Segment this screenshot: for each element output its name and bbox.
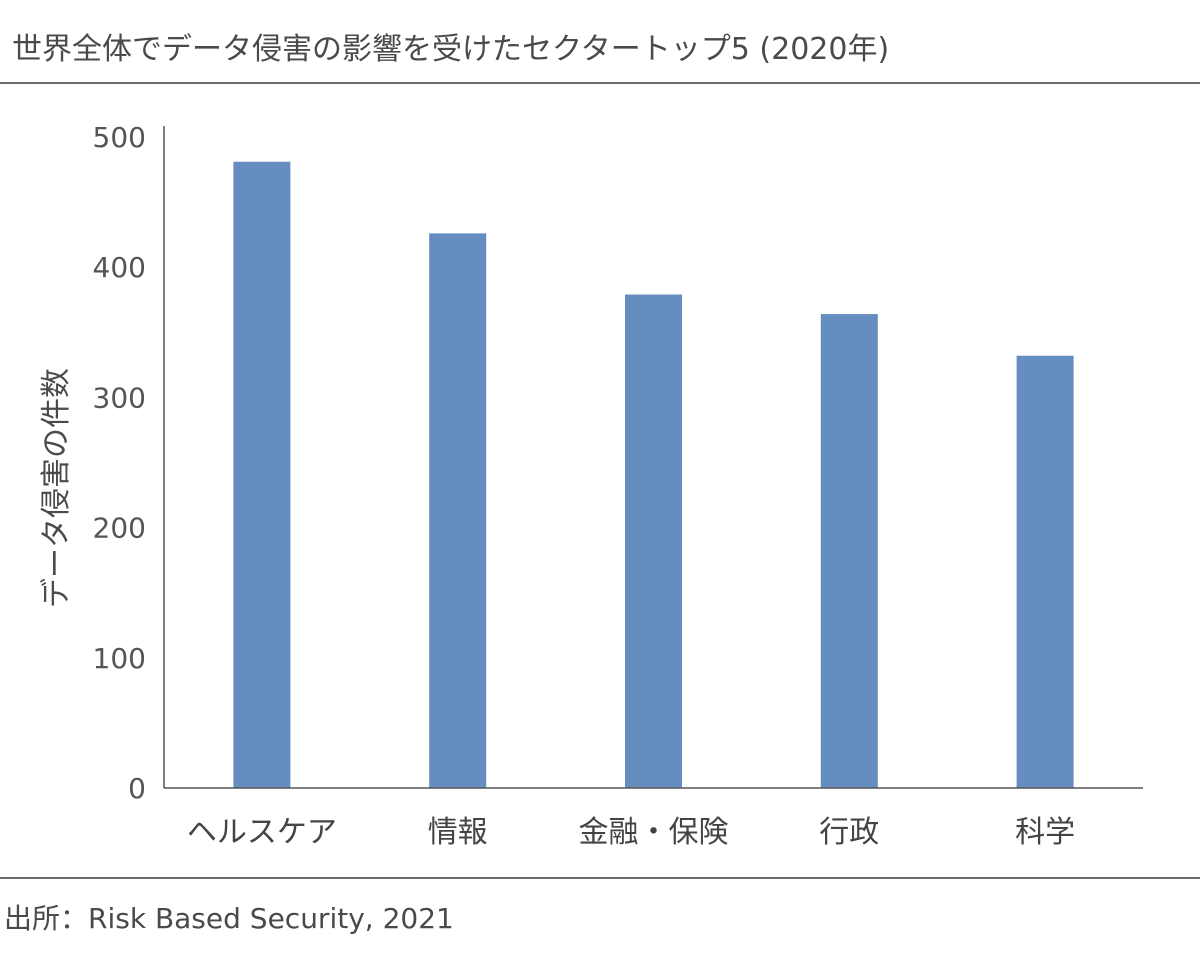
- x-tick-label: 情報: [428, 815, 488, 850]
- y-tick-label: 200: [93, 512, 146, 545]
- bars: [233, 161, 1074, 788]
- y-tick-label: 400: [93, 251, 146, 284]
- y-tick-label: 100: [93, 642, 146, 675]
- chart-title: 世界全体でデータ侵害の影響を受けたセクタートップ5 (2020年): [12, 32, 890, 67]
- bar: [820, 314, 878, 788]
- x-tick-label: 科学: [1015, 815, 1075, 850]
- bar: [1016, 355, 1074, 788]
- x-tick-label: ヘルスケア: [187, 815, 337, 850]
- y-tick-label: 0: [128, 772, 146, 805]
- bar-chart: 0 100 200 300 400 500 ヘルスケア 情報 金融・保険 行政 科学 データ侵害の…: [39, 121, 1143, 850]
- y-axis-ticks: 0 100 200 300 400 500: [93, 121, 146, 805]
- x-axis-labels: ヘルスケア 情報 金融・保険 行政 科学: [187, 815, 1075, 850]
- bar: [429, 233, 487, 788]
- footer-divider: [0, 877, 1200, 879]
- title-bar: 世界全体でデータ侵害の影響を受けたセクタートップ5 (2020年): [0, 0, 1200, 84]
- y-tick-label: 300: [93, 381, 146, 414]
- x-tick-label: 金融・保険: [579, 815, 729, 850]
- y-axis-title: データ侵害の件数: [39, 368, 74, 608]
- source-note: 出所：Risk Based Security, 2021: [4, 902, 454, 935]
- y-tick-label: 500: [93, 121, 146, 154]
- bar: [625, 294, 682, 788]
- bar: [233, 161, 291, 788]
- x-tick-label: 行政: [819, 815, 879, 850]
